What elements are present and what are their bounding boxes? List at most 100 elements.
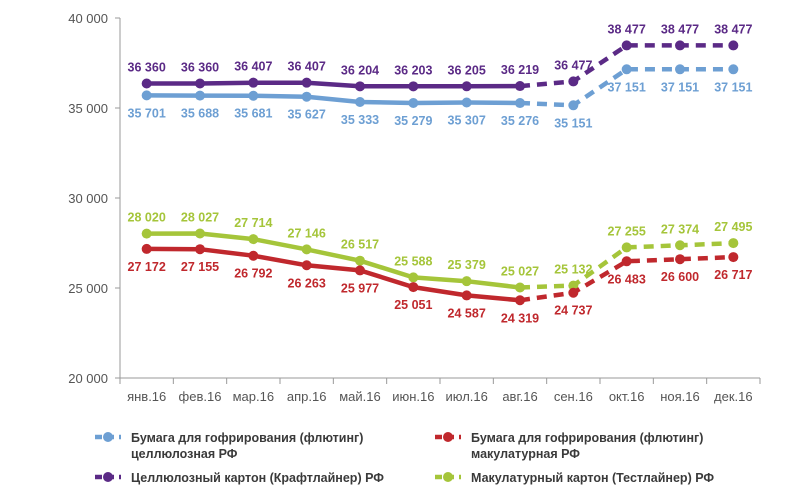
series-point <box>195 228 205 239</box>
series-point <box>141 228 152 239</box>
data-label: 24 319 <box>501 311 539 325</box>
legend-swatch-dot <box>443 472 453 482</box>
series-point <box>675 40 685 51</box>
series-point <box>675 64 685 75</box>
data-label: 37 151 <box>608 80 646 94</box>
series-point <box>568 100 579 111</box>
series-line-solid <box>144 80 523 89</box>
series-point <box>248 77 259 88</box>
series-point <box>408 272 419 283</box>
data-label: 27 714 <box>234 216 272 230</box>
series-point <box>461 290 472 301</box>
series-point <box>461 276 472 287</box>
series-point <box>248 234 259 245</box>
series-point <box>728 252 739 263</box>
data-label: 27 374 <box>661 222 699 236</box>
x-tick-label: янв.16 <box>127 389 166 404</box>
data-label: 36 360 <box>128 61 166 75</box>
series-point <box>301 260 312 271</box>
data-label: 35 681 <box>234 107 272 121</box>
series-line-solid <box>144 93 523 106</box>
series-point <box>728 238 739 249</box>
data-label: 26 600 <box>661 270 699 284</box>
series-point <box>515 282 525 293</box>
x-tick-label: ноя.16 <box>660 389 700 404</box>
series-point <box>675 240 685 251</box>
legend-label: Макулатурный картон (Тестлайнер) РФ <box>471 471 714 485</box>
series-line-dashed <box>519 67 734 108</box>
data-label: 26 792 <box>234 267 272 281</box>
series-point <box>355 265 365 276</box>
data-label: 26 517 <box>341 238 379 252</box>
data-label: 38 477 <box>714 22 752 36</box>
x-tick-label: окт.16 <box>609 389 645 404</box>
x-tick-label: авг.16 <box>502 389 537 404</box>
series-point <box>301 244 312 255</box>
series-point <box>675 254 685 265</box>
series-point <box>301 91 312 102</box>
legend-item: Бумага для гофрирования (флютинг) макулат… <box>435 431 703 461</box>
data-label: 28 027 <box>181 211 219 225</box>
series-point <box>195 244 205 255</box>
data-label: 27 146 <box>288 226 326 240</box>
y-tick-label: 30 000 <box>68 191 108 206</box>
data-label: 35 307 <box>448 113 486 127</box>
series-point <box>621 256 632 267</box>
data-label: 36 219 <box>501 63 539 77</box>
data-label: 24 587 <box>448 306 486 320</box>
legend-label: Целлюлозный картон (Крафтлайнер) РФ <box>131 471 384 485</box>
series-line-dashed <box>519 240 734 290</box>
series-line-dashed <box>519 254 734 303</box>
data-label: 25 588 <box>394 254 432 268</box>
series-point <box>355 81 365 92</box>
legend-item: Бумага для гофрирования (флютинг) целлюло… <box>95 431 363 461</box>
data-label: 37 151 <box>714 80 752 94</box>
data-label: 26 263 <box>288 276 326 290</box>
data-label: 37 151 <box>661 80 699 94</box>
data-label: 36 477 <box>554 58 592 72</box>
data-label: 24 737 <box>554 304 592 318</box>
data-label: 36 204 <box>341 63 379 77</box>
series-point <box>621 40 632 51</box>
series-point <box>621 242 632 253</box>
legend-item: Целлюлозный картон (Крафтлайнер) РФ <box>95 471 384 485</box>
x-tick-label: мар.16 <box>233 389 274 404</box>
data-label: 25 132 <box>554 263 592 277</box>
series-point <box>461 97 472 108</box>
series-point <box>408 282 419 293</box>
data-label: 26 483 <box>608 272 646 286</box>
y-tick-label: 35 000 <box>68 101 108 116</box>
data-label: 35 279 <box>394 114 432 128</box>
legend-label: макулатурная РФ <box>471 447 580 461</box>
data-label: 35 276 <box>501 114 539 128</box>
data-label: 35 688 <box>181 107 219 121</box>
y-tick-label: 20 000 <box>68 371 108 386</box>
legend-label: Бумага для гофрирования (флютинг) <box>131 431 363 445</box>
legend: Бумага для гофрирования (флютинг) целлюло… <box>95 431 714 485</box>
data-label: 27 255 <box>608 224 646 238</box>
data-label: 36 407 <box>288 60 326 74</box>
x-tick-label: июл.16 <box>445 389 487 404</box>
data-label: 35 151 <box>554 116 592 130</box>
data-label: 38 477 <box>608 22 646 36</box>
series-point <box>141 78 152 89</box>
data-label: 28 020 <box>128 211 166 225</box>
series-point <box>248 90 259 101</box>
series-point <box>461 81 472 92</box>
data-label: 27 155 <box>181 260 219 274</box>
series-point <box>515 295 525 306</box>
series-point <box>515 98 525 109</box>
series-point <box>621 64 632 75</box>
series-point <box>408 81 419 92</box>
data-label: 27 495 <box>714 220 752 234</box>
series-point <box>728 64 739 75</box>
y-tick-label: 40 000 <box>68 11 108 26</box>
legend-label: целлюлозная РФ <box>131 447 238 461</box>
series-line-dashed <box>519 43 734 89</box>
x-tick-label: дек.16 <box>714 389 753 404</box>
series-point <box>141 90 152 101</box>
data-label: 36 203 <box>394 63 432 77</box>
series-point <box>141 243 152 254</box>
